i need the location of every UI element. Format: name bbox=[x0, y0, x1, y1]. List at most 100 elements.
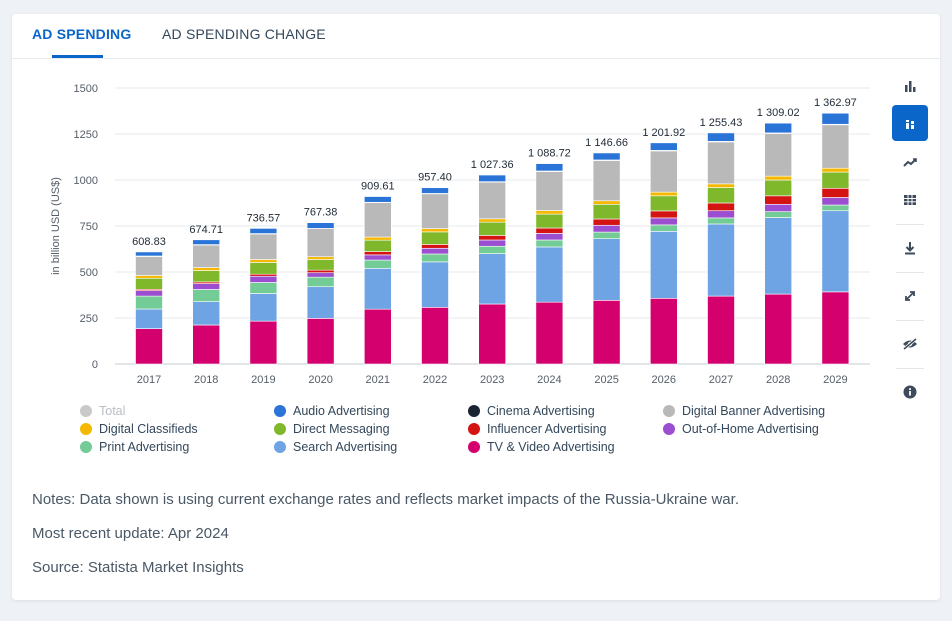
total-label: 736.57 bbox=[247, 212, 281, 224]
bar-segment bbox=[535, 163, 564, 172]
legend-item-tv-video[interactable]: TV & Video Advertising bbox=[468, 440, 615, 454]
last-update-text: Most recent update: Apr 2024 bbox=[32, 525, 229, 542]
bar-segment bbox=[192, 270, 220, 283]
bar-segment bbox=[821, 112, 850, 125]
x-tick-labels: 2017 2018 2019 2020 2021 2022 2023 2024 2025 2026… bbox=[137, 374, 848, 386]
bar-segment bbox=[478, 239, 507, 247]
legend-item-print[interactable]: Print Advertising bbox=[80, 440, 189, 454]
bar-segment bbox=[764, 122, 793, 134]
grid-lines bbox=[115, 87, 870, 365]
y-tick-label: 0 bbox=[92, 359, 98, 371]
table-view-button[interactable] bbox=[892, 182, 928, 218]
bar-segment bbox=[535, 213, 564, 229]
bar-segment bbox=[363, 236, 392, 241]
bar-segment bbox=[249, 262, 278, 275]
legend-item-influencer[interactable]: Influencer Advertising bbox=[468, 422, 607, 436]
bar-segment bbox=[535, 239, 564, 248]
expand-button[interactable] bbox=[892, 278, 928, 314]
active-tab-indicator bbox=[52, 55, 103, 58]
toolbar-divider bbox=[896, 272, 924, 273]
bar-segment bbox=[707, 217, 735, 225]
y-tick-label: 500 bbox=[80, 267, 98, 279]
trend-line-button[interactable] bbox=[892, 144, 928, 180]
notes-text: Notes: Data shown is using current excha… bbox=[32, 491, 739, 508]
bar-segment bbox=[421, 193, 449, 229]
bar-segment bbox=[478, 174, 507, 182]
bar-segment bbox=[592, 231, 621, 239]
bar-segment bbox=[764, 211, 793, 218]
bar-segment bbox=[363, 196, 392, 203]
download-button[interactable] bbox=[892, 230, 928, 266]
legend-item-search[interactable]: Search Advertising bbox=[274, 440, 397, 454]
x-tick-label: 2025 bbox=[594, 374, 618, 386]
info-button[interactable] bbox=[892, 374, 928, 410]
tab-ad-spending[interactable]: AD SPENDING bbox=[32, 26, 132, 42]
bar-segment bbox=[478, 253, 507, 305]
bar-segment bbox=[306, 269, 335, 274]
legend-swatch bbox=[468, 441, 480, 453]
bar-segment bbox=[649, 224, 678, 232]
bar-segment bbox=[421, 247, 449, 255]
bar-segment bbox=[649, 210, 678, 219]
total-label: 957.40 bbox=[418, 172, 452, 184]
bar-segment bbox=[192, 244, 220, 268]
bar-segment bbox=[249, 320, 278, 365]
bar-segment bbox=[821, 171, 850, 189]
legend-swatch bbox=[274, 405, 286, 417]
bar-segment bbox=[592, 152, 621, 161]
legend-item-digital-banner[interactable]: Digital Banner Advertising bbox=[663, 404, 825, 418]
bar-segment bbox=[649, 142, 678, 151]
bar-chart-button[interactable] bbox=[892, 68, 928, 104]
bar-segment bbox=[192, 289, 220, 302]
x-tick-label: 2029 bbox=[823, 374, 847, 386]
bar-segment bbox=[535, 210, 564, 215]
source-text: Source: Statista Market Insights bbox=[32, 559, 244, 576]
legend-swatch bbox=[80, 405, 92, 417]
bar-segment bbox=[249, 233, 278, 260]
bar-segment bbox=[363, 251, 392, 256]
x-tick-label: 2027 bbox=[709, 374, 733, 386]
legend-item-audio[interactable]: Audio Advertising bbox=[274, 404, 390, 418]
legend-item-digital-classifieds[interactable]: Digital Classifieds bbox=[80, 422, 198, 436]
total-label: 1 362.97 bbox=[814, 97, 857, 109]
bar-segment bbox=[363, 259, 392, 269]
total-label: 767.38 bbox=[304, 207, 338, 219]
hide-button[interactable] bbox=[892, 326, 928, 362]
bar-segment bbox=[478, 181, 507, 220]
bar-segment bbox=[135, 275, 163, 279]
bar-segment bbox=[363, 202, 392, 238]
legend-item-direct-messaging[interactable]: Direct Messaging bbox=[274, 422, 390, 436]
bar-segment bbox=[135, 251, 163, 257]
chart-card: AD SPENDING AD SPENDING CHANGE 0 250 500 75… bbox=[12, 14, 940, 600]
tab-ad-spending-change[interactable]: AD SPENDING CHANGE bbox=[162, 26, 326, 42]
bar-segment bbox=[421, 187, 449, 194]
bar-segment bbox=[249, 259, 278, 263]
total-label: 1 027.36 bbox=[471, 159, 514, 171]
legend-item-cinema[interactable]: Cinema Advertising bbox=[468, 404, 595, 418]
bar-segment bbox=[764, 175, 793, 181]
legend-item-out-of-home[interactable]: Out-of-Home Advertising bbox=[663, 422, 819, 436]
x-tick-label: 2028 bbox=[766, 374, 790, 386]
y-tick-label: 250 bbox=[80, 313, 98, 325]
bar-segment bbox=[764, 203, 793, 212]
x-tick-label: 2021 bbox=[366, 374, 390, 386]
bar-segment bbox=[363, 239, 392, 252]
tab-bar: AD SPENDING AD SPENDING CHANGE bbox=[12, 14, 940, 59]
bar-segment bbox=[649, 191, 678, 197]
legend-item-total[interactable]: Total bbox=[80, 404, 125, 418]
legend-swatch bbox=[468, 405, 480, 417]
bar-segment bbox=[421, 261, 449, 308]
bar-segment bbox=[363, 254, 392, 261]
total-label: 1 309.02 bbox=[757, 107, 800, 119]
x-tick-label: 2019 bbox=[251, 374, 275, 386]
bar-segment bbox=[135, 308, 163, 329]
bars bbox=[135, 112, 850, 365]
stacked-bar-button[interactable] bbox=[892, 105, 928, 141]
y-tick-label: 1500 bbox=[74, 83, 98, 95]
bar-segment bbox=[821, 197, 850, 206]
bar-segment bbox=[306, 286, 335, 319]
bar-segment bbox=[421, 307, 449, 365]
bar-segment bbox=[649, 217, 678, 226]
legend-swatch bbox=[468, 423, 480, 435]
bar-segment bbox=[592, 300, 621, 365]
